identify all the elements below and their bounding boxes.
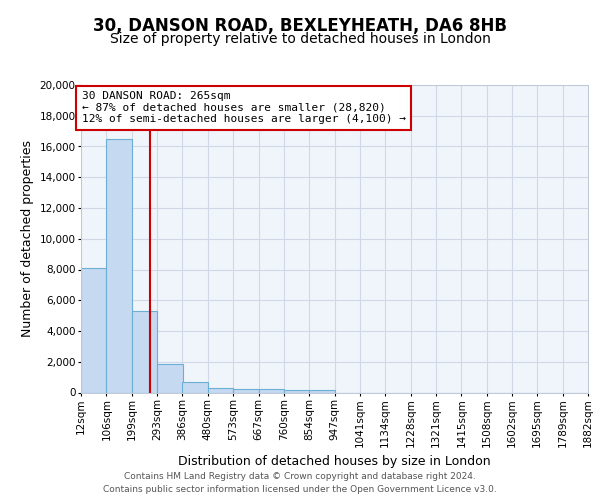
Text: 30 DANSON ROAD: 265sqm
← 87% of detached houses are smaller (28,820)
12% of semi: 30 DANSON ROAD: 265sqm ← 87% of detached…: [82, 91, 406, 124]
Bar: [106, 139, 132, 392]
Text: Contains public sector information licensed under the Open Government Licence v3: Contains public sector information licen…: [103, 485, 497, 494]
Text: Size of property relative to detached houses in London: Size of property relative to detached ho…: [110, 32, 490, 46]
Bar: [81, 268, 106, 392]
Bar: [233, 389, 259, 392]
Y-axis label: Number of detached properties: Number of detached properties: [21, 140, 34, 337]
Bar: [259, 390, 284, 392]
X-axis label: Distribution of detached houses by size in London: Distribution of detached houses by size …: [178, 455, 491, 468]
Bar: [157, 364, 182, 392]
Bar: [208, 388, 233, 392]
Bar: [182, 382, 208, 392]
Bar: [309, 390, 335, 392]
Text: Contains HM Land Registry data © Crown copyright and database right 2024.: Contains HM Land Registry data © Crown c…: [124, 472, 476, 481]
Text: 30, DANSON ROAD, BEXLEYHEATH, DA6 8HB: 30, DANSON ROAD, BEXLEYHEATH, DA6 8HB: [93, 18, 507, 36]
Bar: [284, 390, 309, 392]
Bar: [132, 311, 157, 392]
